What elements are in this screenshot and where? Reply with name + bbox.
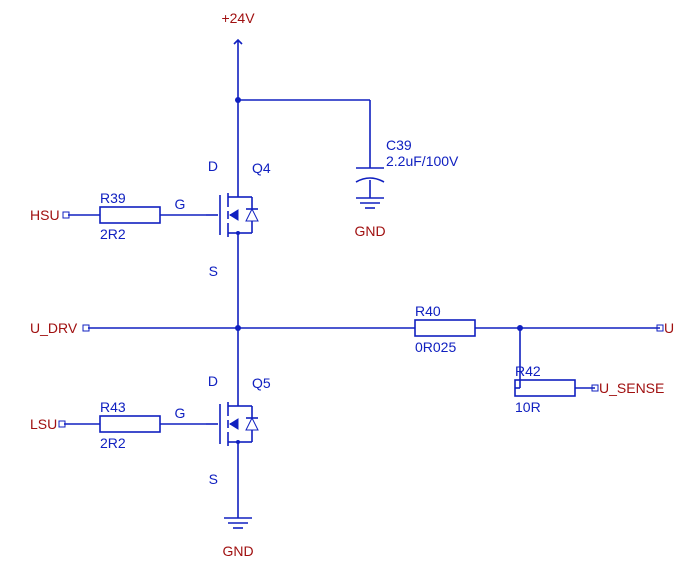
label-gnd-bottom: GND <box>222 543 253 559</box>
resistor-r39 <box>100 207 160 223</box>
label-gnd-cap: GND <box>354 223 385 239</box>
pin-d-q5: D <box>208 373 218 389</box>
val-r42: 10R <box>515 399 541 415</box>
pin-d-q4: D <box>208 158 218 174</box>
ref-c39: C39 <box>386 137 412 153</box>
ref-q5: Q5 <box>252 375 271 391</box>
net-hsu: HSU <box>30 207 60 223</box>
label-24v: +24V <box>221 10 255 26</box>
net-udrv: U_DRV <box>30 320 78 336</box>
ref-r39: R39 <box>100 190 126 206</box>
mosfet-q5 <box>206 380 258 470</box>
ref-r43: R43 <box>100 399 126 415</box>
pin-s-q4: S <box>209 263 218 279</box>
net-usense: U_SENSE <box>599 380 664 396</box>
mosfet-q4 <box>206 165 258 262</box>
net-lsu: LSU <box>30 416 57 432</box>
val-r40: 0R025 <box>415 339 456 355</box>
ref-r40: R40 <box>415 303 441 319</box>
resistor-r42 <box>515 380 575 396</box>
val-r39: 2R2 <box>100 226 126 242</box>
ref-r42: R42 <box>515 363 541 379</box>
net-u: U <box>664 320 674 336</box>
pin-g-q4: G <box>175 196 186 212</box>
pin-g-q5: G <box>175 405 186 421</box>
pin-s-q5: S <box>209 471 218 487</box>
val-c39: 2.2uF/100V <box>386 153 459 169</box>
resistor-r40 <box>415 320 475 336</box>
resistor-r43 <box>100 416 160 432</box>
ref-q4: Q4 <box>252 160 271 176</box>
val-r43: 2R2 <box>100 435 126 451</box>
